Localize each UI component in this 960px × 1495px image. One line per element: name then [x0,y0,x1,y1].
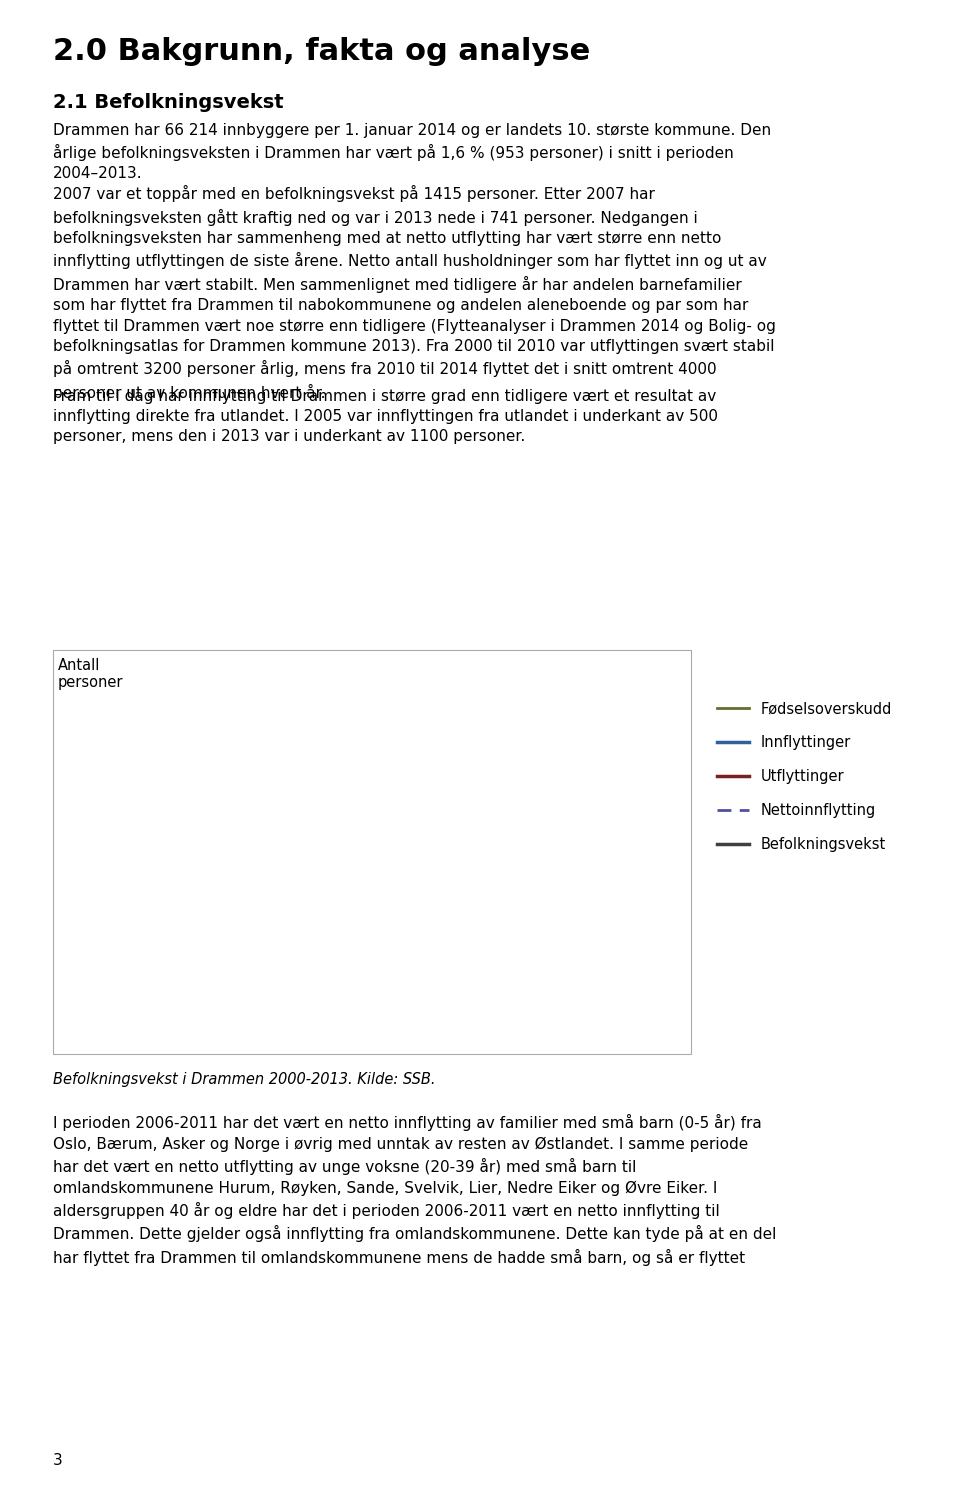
Text: 2007 var et toppår med en befolkningsvekst på 1415 personer. Etter 2007 har
befo: 2007 var et toppår med en befolkningsvek… [53,185,776,401]
Text: 2.0 Bakgrunn, fakta og analyse: 2.0 Bakgrunn, fakta og analyse [53,37,590,66]
Legend: Fødselsoverskudd, Innflyttinger, Utflyttinger, Nettoinnflytting, Befolkningsveks: Fødselsoverskudd, Innflyttinger, Utflytt… [711,695,898,858]
Text: I perioden 2006-2011 har det vært en netto innflytting av familier med små barn : I perioden 2006-2011 har det vært en net… [53,1114,777,1266]
Text: Antall
personer: Antall personer [58,658,123,691]
Text: 2.1 Befolkningsvekst: 2.1 Befolkningsvekst [53,93,283,112]
Text: Drammen har 66 214 innbyggere per 1. januar 2014 og er landets 10. største kommu: Drammen har 66 214 innbyggere per 1. jan… [53,123,771,181]
Text: Befolkningsvekst i Drammen 2000-2013. Kilde: SSB.: Befolkningsvekst i Drammen 2000-2013. Ki… [53,1072,435,1087]
Text: Fram til i dag har innflytting til Drammen i større grad enn tidligere vært et r: Fram til i dag har innflytting til Dramm… [53,389,718,444]
Text: 3: 3 [53,1453,62,1468]
